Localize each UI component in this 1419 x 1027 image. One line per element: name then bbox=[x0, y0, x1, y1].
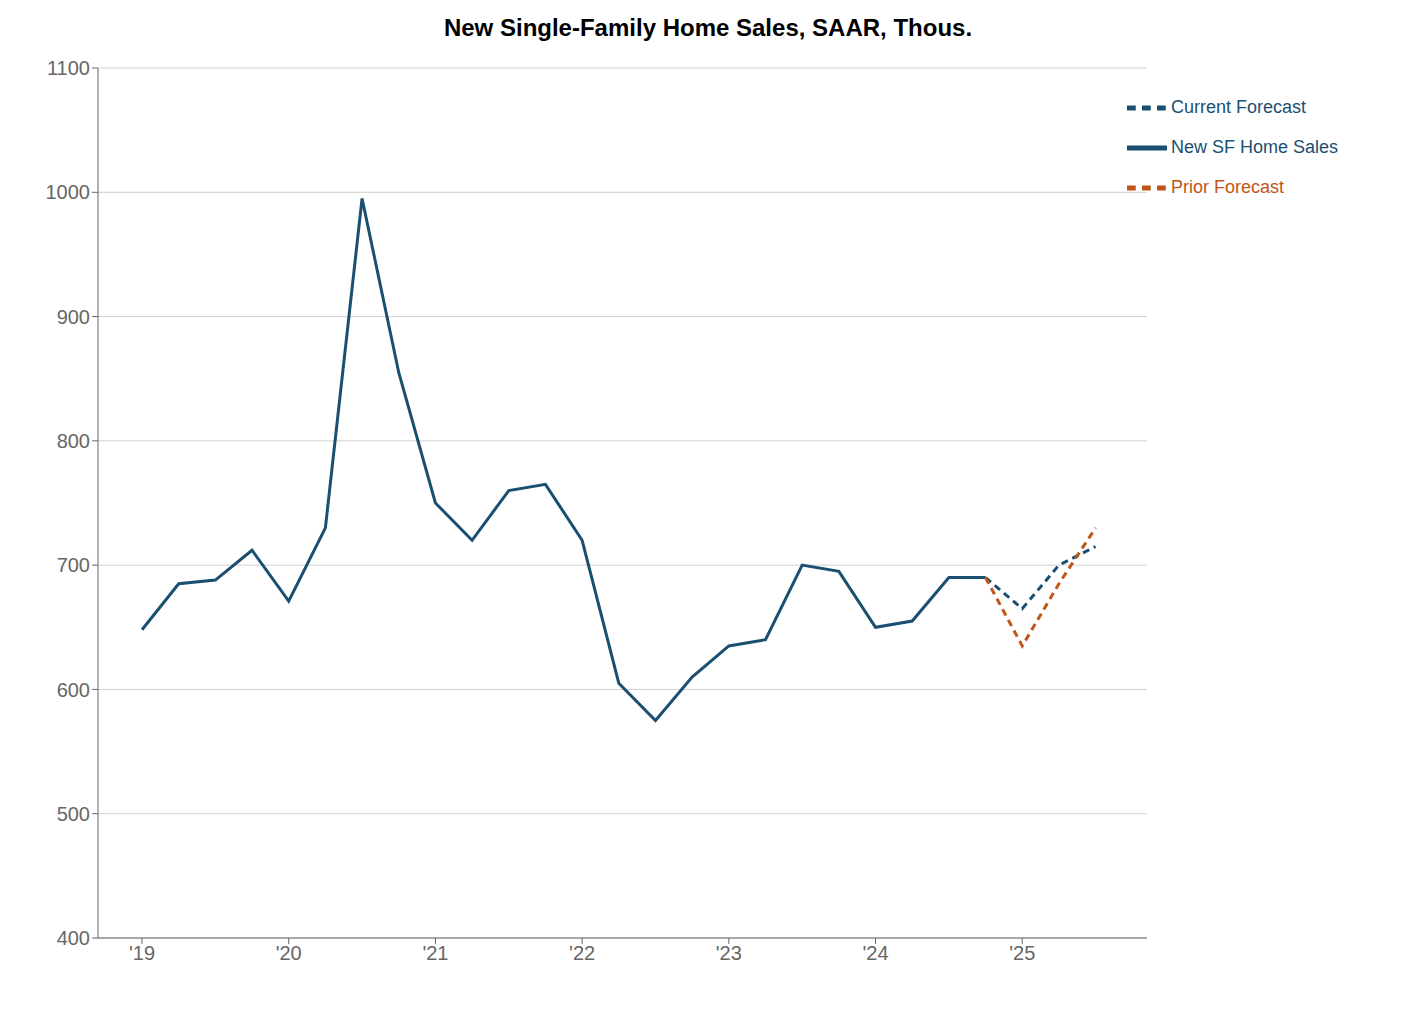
svg-text:'20: '20 bbox=[276, 942, 302, 964]
svg-text:1000: 1000 bbox=[46, 181, 91, 203]
svg-text:500: 500 bbox=[57, 803, 90, 825]
svg-text:600: 600 bbox=[57, 679, 90, 701]
html-text:Current Forecast: Current Forecast bbox=[1170, 96, 1306, 117]
html-text:Prior Forecast: Prior Forecast bbox=[1170, 176, 1284, 197]
svg-text:1100: 1100 bbox=[47, 57, 90, 79]
svg-text:700: 700 bbox=[57, 554, 90, 576]
html-text:New Single-Family Home Sales,: New Single-Family Home Sales, SAAR, Thou… bbox=[443, 14, 973, 41]
svg-text:800: 800 bbox=[57, 430, 90, 452]
svg-text:'24: '24 bbox=[862, 942, 888, 964]
svg-text:'25: '25 bbox=[1009, 942, 1035, 964]
svg-text:'22: '22 bbox=[569, 942, 595, 964]
svg-text:'21: '21 bbox=[422, 942, 448, 964]
svg-text:900: 900 bbox=[57, 306, 90, 328]
svg-text:'23: '23 bbox=[716, 942, 742, 964]
html-text:New SF Home Sales: New SF Home Sales bbox=[1170, 136, 1338, 157]
svg-text:'19: '19 bbox=[129, 942, 155, 964]
svg-text:400: 400 bbox=[57, 927, 90, 949]
